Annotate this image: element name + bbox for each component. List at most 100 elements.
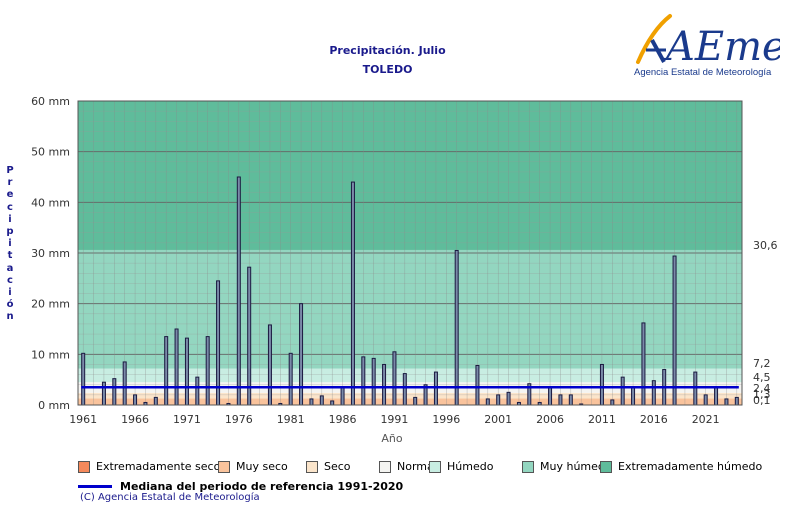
legend-item: Normal — [379, 460, 437, 473]
legend-label: Extremadamente húmedo — [618, 460, 763, 473]
bar-2011 — [599, 363, 604, 406]
y-axis-label-char: c — [7, 201, 13, 213]
y-axis-label-char: i — [8, 238, 12, 250]
legend-item: Húmedo — [429, 460, 493, 473]
bar-1968 — [153, 396, 158, 406]
bar-2000 — [485, 398, 490, 406]
bar-1982 — [299, 303, 304, 406]
bar-1985 — [330, 400, 335, 406]
legend-item: Extremadamente seco — [78, 460, 220, 473]
band-6 — [78, 101, 742, 250]
y-tick-label: 40 mm — [31, 196, 70, 209]
legend-item: Muy húmedo — [522, 460, 612, 473]
x-tick-label: 1961 — [69, 413, 97, 426]
bar-1961 — [81, 352, 86, 406]
legend-item: Extremadamente húmedo — [600, 460, 762, 473]
legend-swatch — [600, 460, 612, 473]
bar-2007 — [558, 394, 563, 406]
bar-1972 — [195, 376, 200, 406]
x-tick-label: 1996 — [432, 413, 460, 426]
bar-1995 — [433, 371, 438, 406]
x-tick-labels: 1961 1966 1971 1976 1981 1986 1991 1996 2001 2006… — [69, 413, 720, 426]
legend-item: Seco — [306, 460, 351, 473]
copyright: (C) Agencia Estatal de Meteorología — [80, 492, 260, 503]
x-tick-label: 2011 — [588, 413, 616, 426]
y-tick-label: 20 mm — [31, 298, 70, 311]
bars — [81, 176, 739, 406]
threshold-label: 30,6 — [753, 239, 778, 252]
y-tick-label: 60 mm — [31, 95, 70, 108]
threshold-labels: 30,6 7,24,52,41,30,1 — [753, 239, 778, 407]
x-tick-label: 1986 — [329, 413, 357, 426]
x-tick-label: 1981 — [277, 413, 305, 426]
threshold-label: 7,2 — [753, 357, 771, 370]
bar-2002 — [506, 391, 511, 406]
bar-1991 — [392, 351, 397, 406]
x-tick-label: 2021 — [692, 413, 720, 426]
bar-2012 — [610, 399, 615, 406]
bar-2022 — [714, 386, 719, 406]
y-axis-label-char: t — [7, 250, 13, 262]
bar-1977 — [247, 266, 252, 406]
y-axis-label-char: P — [6, 165, 14, 176]
bar-1966 — [133, 394, 138, 406]
bar-2006 — [548, 386, 553, 406]
y-tick-label: 30 mm — [31, 247, 70, 260]
threshold-label: 4,5 — [753, 371, 771, 384]
legend-swatch — [78, 460, 90, 473]
bar-2013 — [620, 376, 625, 406]
band-4 — [78, 368, 742, 383]
bar-1963 — [101, 381, 106, 406]
bar-2008 — [568, 394, 573, 406]
y-tick-label: 10 mm — [31, 348, 70, 361]
bar-1989 — [371, 357, 376, 406]
bar-2023 — [724, 398, 729, 406]
logo-brand: AEmet — [662, 24, 780, 70]
bar-1973 — [205, 336, 210, 406]
y-axis-label-char: i — [8, 287, 12, 299]
threshold-label: 1,3 — [753, 388, 771, 401]
legend-item: Muy seco — [218, 460, 288, 473]
median-legend: Mediana del periodo de referencia 1991-2… — [78, 480, 403, 493]
y-axis-label-char: r — [7, 177, 13, 189]
logo-swoosh-icon — [636, 14, 672, 64]
y-axis-label-char: ó — [6, 299, 14, 311]
bar-2024 — [734, 396, 739, 406]
bar-1984 — [319, 395, 324, 406]
x-tick-label: 2006 — [536, 413, 564, 426]
bar-1971 — [184, 337, 189, 406]
legend-label: Muy húmedo — [540, 460, 612, 473]
bar-2021 — [703, 394, 708, 406]
threshold-label: 0,1 — [753, 394, 771, 407]
bar-1990 — [382, 363, 387, 406]
bar-1969 — [164, 336, 169, 406]
legend-label: Húmedo — [447, 460, 494, 473]
y-axis-label-char: p — [6, 226, 14, 238]
y-tick-labels: 0 mm 10 mm 20 mm 30 mm 40 mm 50 mm 60 mm — [31, 95, 70, 412]
x-tick-label: 1976 — [225, 413, 253, 426]
legend: Extremadamente seco Muy seco Seco Normal Húm… — [78, 460, 778, 474]
x-tick-label: 1971 — [173, 413, 201, 426]
legend-label: Muy seco — [236, 460, 288, 473]
legend-swatch — [306, 460, 318, 473]
bar-1983 — [309, 398, 314, 406]
threshold-label: 2,4 — [753, 382, 771, 395]
legend-swatch — [522, 460, 534, 473]
bar-2015 — [641, 322, 646, 406]
x-axis-label: Año — [381, 432, 402, 445]
legend-label: Extremadamente seco — [96, 460, 221, 473]
chart-title: Precipitación. Julio — [329, 44, 446, 57]
aemet-logo: AEmet — [636, 14, 780, 70]
bar-1987 — [350, 181, 355, 406]
x-tick-label: 2016 — [640, 413, 668, 426]
chart-subtitle: TOLEDO — [362, 63, 413, 76]
bar-1970 — [174, 328, 179, 406]
band-1 — [78, 398, 742, 405]
bar-1986 — [340, 386, 345, 406]
y-tick-label: 50 mm — [31, 146, 70, 159]
x-tick-label: 2001 — [484, 413, 512, 426]
bar-1997 — [454, 249, 459, 406]
band-2 — [78, 392, 742, 399]
